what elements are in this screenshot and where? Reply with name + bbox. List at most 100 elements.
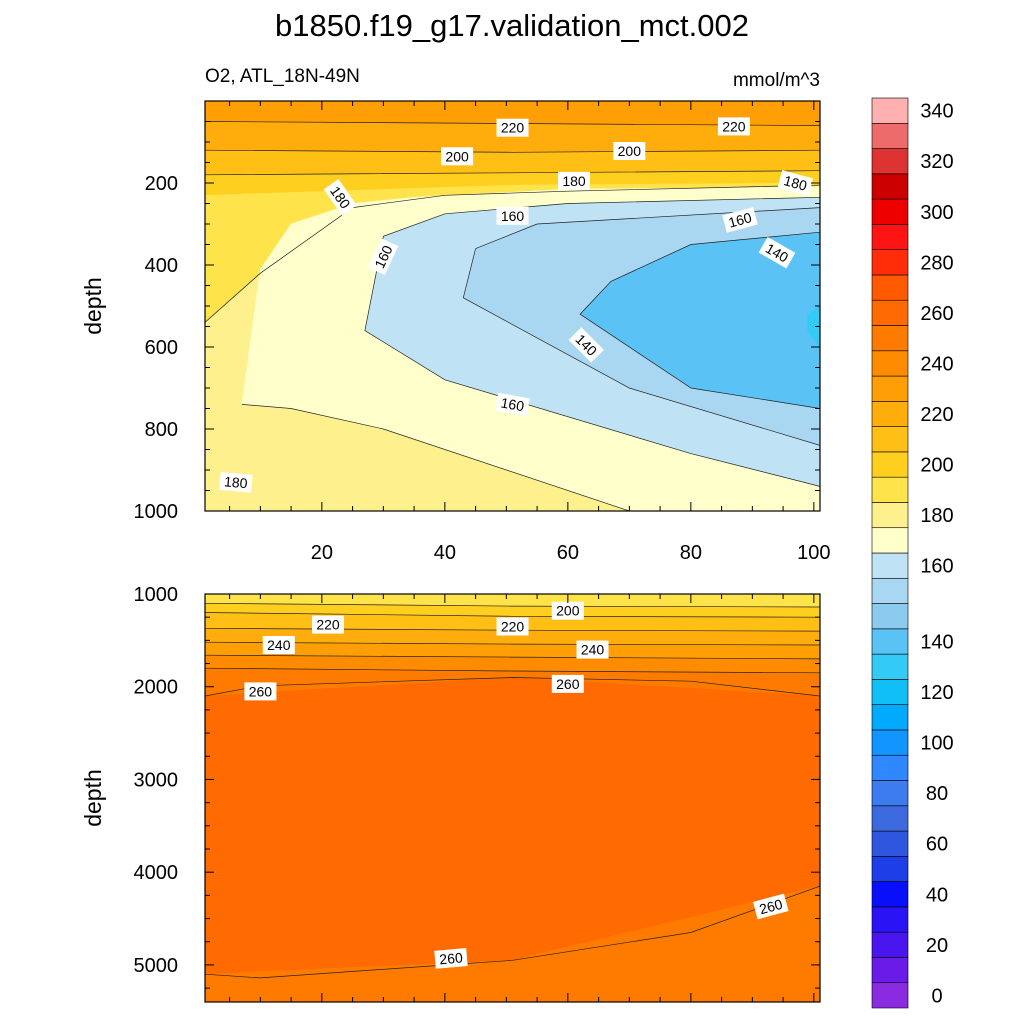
contour-label-box (758, 236, 796, 269)
colorbar-swatch-220 (871, 401, 909, 427)
contour-label-box (777, 170, 814, 196)
contour-label-box (558, 171, 590, 190)
lower-contour-line-1 (205, 612, 820, 618)
colorbar-swatch-140 (871, 628, 909, 655)
contour-label-text: 200 (618, 143, 642, 159)
contour-label-box (551, 601, 584, 620)
contour-label-text: 180 (223, 473, 248, 491)
colorbar-swatch-80 (871, 780, 909, 807)
upper-depth-axis-label: depth (80, 277, 106, 335)
colorbar-label-20: 20 (926, 935, 948, 957)
chart-title: b1850.f19_g17.validation_mct.002 (275, 8, 749, 43)
upper-x-tick-label: 60 (557, 542, 579, 564)
colorbar-label-240: 240 (920, 353, 953, 375)
upper-contour-label-6: 180 (777, 170, 814, 196)
colorbar-label-60: 60 (926, 834, 948, 856)
contour-label-text: 240 (267, 637, 291, 653)
contour-label-box (496, 617, 529, 636)
contour-label-text: 220 (501, 120, 525, 136)
colorbar-swatch-330 (871, 122, 909, 149)
colorbar-label-340: 340 (920, 101, 953, 123)
lower-contour-line-4 (205, 654, 820, 660)
colorbar-swatch-250 (871, 325, 909, 352)
contour-label-box (568, 327, 604, 363)
contour-label-text: 260 (757, 896, 784, 918)
contour-label-text: 160 (501, 208, 525, 224)
lower-panel: depth 200 220 220 240 240 260 260 260 260 1000 20… (80, 584, 821, 1003)
colorbar-swatch-10 (871, 957, 909, 984)
colorbar-swatch-20 (871, 931, 909, 958)
contour-label-box (368, 238, 399, 276)
lower-y-tick-label: 3000 (134, 769, 179, 791)
colorbar-swatch-150 (871, 577, 909, 604)
lower-y-tick-label: 2000 (134, 677, 179, 699)
contour-label-text: 220 (501, 619, 525, 635)
upper-contour-line-1 (205, 149, 820, 153)
lower-contour-line-0 (205, 602, 820, 608)
contour-label-box (323, 179, 357, 216)
upper-contour-label-1: 220 (717, 117, 750, 136)
colorbar-swatch-260 (871, 299, 909, 326)
colorbar-label-180: 180 (920, 505, 953, 527)
upper-contour-label-5: 180 (558, 171, 590, 190)
colorbar-swatch-100 (871, 729, 909, 756)
colorbar-label-160: 160 (920, 556, 953, 578)
contour-label-text: 240 (581, 642, 605, 658)
contour-label-text: 180 (782, 172, 809, 194)
upper-contour-line-4 (241, 404, 630, 511)
lower-contour-label-2: 220 (496, 617, 529, 636)
colorbar-label-100: 100 (920, 733, 953, 755)
colorbar-swatch-120 (871, 679, 909, 705)
colorbar-swatch-280 (871, 249, 909, 276)
upper-contour-label-3: 200 (613, 142, 646, 160)
colorbar-swatch-320 (871, 148, 909, 175)
lower-contour-label-1: 220 (312, 615, 344, 634)
colorbar-swatch-60 (871, 830, 909, 857)
contour-label-text: 220 (722, 118, 746, 134)
upper-y-tick-label: 200 (145, 173, 178, 195)
colorbar-swatch-70 (871, 805, 909, 832)
lower-y-tick-label: 4000 (134, 862, 179, 884)
colorbar-swatch-240 (871, 350, 909, 377)
colorbar-swatch-30 (871, 906, 909, 933)
colorbar-swatch-130 (871, 653, 909, 680)
colorbar-swatch-0 (871, 982, 909, 1009)
contour-label-box (576, 640, 609, 659)
colorbar-swatch-340 (871, 97, 909, 124)
contour-label-text: 200 (556, 603, 580, 619)
upper-contour-label-2: 200 (441, 147, 474, 166)
contour-label-text: 260 (439, 949, 464, 967)
lower-contour-label-0: 200 (551, 601, 584, 620)
contour-label-text: 180 (562, 173, 586, 189)
colorbar-label-260: 260 (920, 303, 953, 325)
colorbar-swatch-170 (871, 527, 909, 554)
upper-x-tick-label: 20 (311, 542, 333, 564)
upper-contour-line-5 (364, 196, 820, 487)
upper-contour-line-2 (205, 170, 820, 176)
contour-label-box (717, 117, 750, 136)
colorbar-label-320: 320 (920, 151, 953, 173)
colorbar-swatch-210 (871, 426, 909, 453)
lower-y-tick-label: 5000 (134, 955, 179, 977)
lower-contour-label-8: 260 (753, 893, 789, 920)
colorbar-swatch-160 (871, 552, 909, 579)
contour-label-box (496, 118, 529, 137)
upper-x-tick-label: 100 (797, 542, 830, 564)
lower-contour-line-5 (205, 667, 820, 674)
lower-contour-label-3: 240 (262, 636, 295, 654)
colorbar-swatch-110 (871, 704, 909, 731)
upper-y-tick-label: 600 (145, 337, 178, 359)
lower-axes: 1000 2000 3000 4000 5000 (134, 584, 820, 1002)
upper-contour-line-7 (579, 231, 820, 409)
colorbar-swatch-310 (871, 173, 909, 200)
colorbar-swatch-90 (871, 754, 909, 781)
lower-contour-line-6 (205, 677, 820, 697)
upper-contour-label-9: 160 (722, 207, 758, 233)
lower-contour-label-5: 260 (244, 682, 277, 701)
colorbar-swatch-180 (871, 502, 909, 529)
upper-contour-label-8: 160 (496, 206, 529, 225)
upper-contour-lines (205, 121, 820, 511)
contour-label-box (496, 206, 529, 225)
lower-plot-frame (204, 593, 821, 1003)
